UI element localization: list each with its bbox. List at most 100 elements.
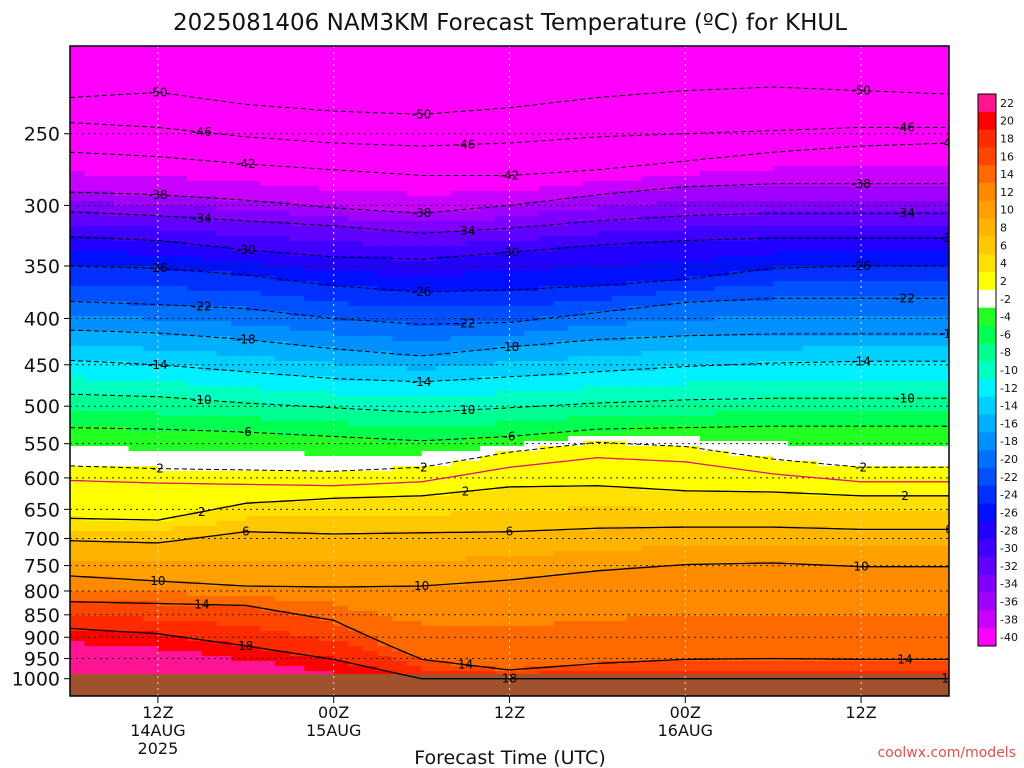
heatmap-cell [524, 516, 540, 522]
heatmap-cell [494, 286, 511, 292]
heatmap-cell [84, 176, 100, 182]
heatmap-cell [348, 516, 364, 522]
heatmap-cell [319, 266, 335, 272]
heatmap-cell [377, 371, 393, 377]
heatmap-cell [553, 231, 569, 237]
heatmap-cell [289, 296, 305, 302]
heatmap-cell [480, 86, 496, 92]
heatmap-cell [524, 246, 540, 252]
heatmap-cell [84, 141, 100, 147]
heatmap-cell [245, 66, 262, 72]
heatmap-cell [494, 566, 511, 572]
heatmap-cell [436, 361, 452, 367]
heatmap-cell [436, 406, 452, 412]
heatmap-cell [245, 611, 262, 617]
heatmap-cell [245, 251, 262, 257]
heatmap-cell [377, 166, 393, 172]
heatmap-cell [450, 621, 467, 627]
heatmap-cell [289, 266, 305, 272]
heatmap-cell [509, 321, 525, 327]
heatmap-cell [348, 61, 364, 67]
heatmap-cell [538, 141, 555, 147]
heatmap-cell [494, 116, 511, 122]
heatmap-cell [568, 46, 584, 52]
heatmap-cell [348, 426, 364, 432]
heatmap-cell [568, 606, 584, 612]
heatmap-cell [612, 476, 628, 482]
heatmap-cell [231, 521, 247, 527]
heatmap-cell [597, 246, 613, 252]
heatmap-cell [157, 66, 174, 72]
heatmap-cell [597, 221, 613, 227]
heatmap-cell [494, 291, 511, 297]
heatmap-cell [187, 446, 203, 452]
heatmap-cell [289, 126, 305, 132]
heatmap-cell [494, 371, 511, 377]
heatmap-cell [421, 221, 437, 227]
heatmap-cell [568, 631, 584, 637]
heatmap-cell [377, 201, 393, 207]
heatmap-cell [70, 366, 86, 372]
heatmap-cell [465, 591, 481, 597]
heatmap-cell [524, 111, 540, 117]
heatmap-cell [70, 81, 86, 87]
heatmap-cell [172, 281, 188, 287]
heatmap-cell [319, 86, 335, 92]
heatmap-cell [157, 201, 174, 207]
heatmap-cell [348, 216, 364, 222]
heatmap-cell [377, 221, 393, 227]
heatmap-cell [84, 266, 100, 272]
heatmap-cell [421, 146, 437, 152]
heatmap-cell [597, 401, 613, 407]
heatmap-cell [289, 366, 305, 372]
heatmap-cell [70, 591, 86, 597]
heatmap-cell [626, 161, 642, 167]
heatmap-cell [187, 116, 203, 122]
heatmap-cell [143, 481, 159, 487]
heatmap-cell [289, 66, 305, 72]
heatmap-cell [172, 361, 188, 367]
heatmap-cell [172, 551, 188, 557]
heatmap-cell [582, 466, 598, 472]
heatmap-cell [216, 101, 232, 107]
heatmap-cell [157, 491, 174, 497]
heatmap-cell [113, 311, 130, 317]
heatmap-cell [377, 561, 393, 567]
heatmap-cell [172, 251, 188, 257]
heatmap-cell [392, 206, 408, 212]
heatmap-cell [143, 101, 159, 107]
heatmap-cell [553, 611, 569, 617]
heatmap-cell [260, 486, 276, 492]
heatmap-cell [99, 61, 115, 67]
heatmap-cell [480, 601, 496, 607]
heatmap-cell [187, 451, 203, 457]
heatmap-cell [480, 81, 496, 87]
heatmap-cell [245, 511, 262, 517]
heatmap-cell [494, 571, 511, 577]
heatmap-cell [172, 226, 188, 232]
heatmap-cell [201, 346, 218, 352]
heatmap-cell [626, 206, 642, 212]
heatmap-cell [289, 201, 305, 207]
heatmap-cell [377, 471, 393, 477]
heatmap-cell [275, 596, 291, 602]
heatmap-cell [465, 156, 481, 162]
heatmap-cell [538, 481, 555, 487]
heatmap-cell [568, 56, 584, 62]
heatmap-cell [553, 241, 569, 247]
heatmap-cell [450, 311, 467, 317]
heatmap-cell [187, 61, 203, 67]
heatmap-cell [319, 601, 335, 607]
heatmap-cell [143, 156, 159, 162]
heatmap-cell [436, 641, 452, 647]
heatmap-cell [99, 436, 115, 442]
heatmap-cell [377, 541, 393, 547]
heatmap-cell [187, 456, 203, 462]
heatmap-cell [143, 246, 159, 252]
heatmap-cell [421, 556, 437, 562]
heatmap-cell [319, 471, 335, 477]
heatmap-cell [275, 541, 291, 547]
heatmap-cell [289, 621, 305, 627]
heatmap-cell [612, 601, 628, 607]
